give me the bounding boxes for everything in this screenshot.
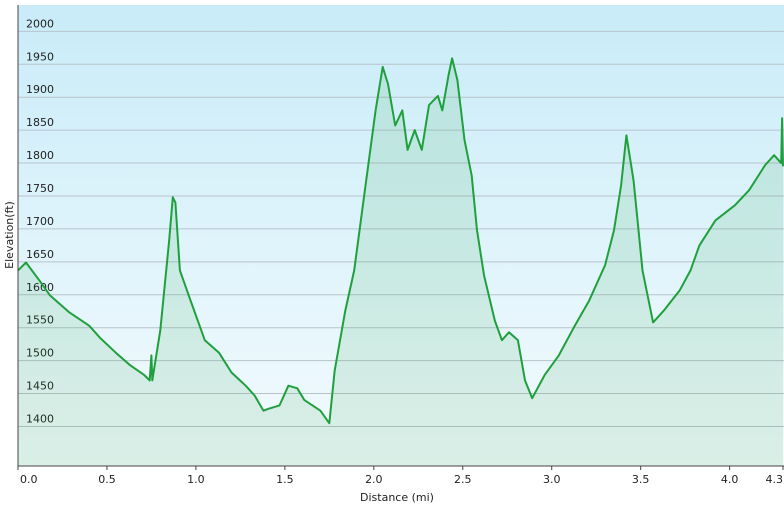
plot-background xyxy=(18,5,784,466)
y-tick-label: 1800 xyxy=(26,149,54,162)
y-tick-label: 1650 xyxy=(26,248,54,261)
y-tick-label: 1750 xyxy=(26,182,54,195)
x-tick-label: 2.5 xyxy=(454,473,472,486)
y-tick-label: 1550 xyxy=(26,314,54,327)
x-tick-label: 3.0 xyxy=(543,473,561,486)
y-tick-label: 1900 xyxy=(26,83,54,96)
y-tick-label: 1450 xyxy=(26,380,54,393)
y-tick-label: 1700 xyxy=(26,215,54,228)
x-tick-label: 0.0 xyxy=(20,473,38,486)
x-tick-label: 4.3 xyxy=(766,473,784,486)
x-tick-label: 3.5 xyxy=(632,473,650,486)
y-axis-label: Elevation(ft) xyxy=(3,201,16,269)
x-tick-label: 1.5 xyxy=(276,473,294,486)
x-tick-label: 1.0 xyxy=(187,473,205,486)
x-tick-label: 2.0 xyxy=(365,473,383,486)
y-tick-label: 1950 xyxy=(26,50,54,63)
x-axis-label: Distance (mi) xyxy=(360,491,434,504)
x-tick-label: 4.0 xyxy=(721,473,739,486)
y-tick-label: 1400 xyxy=(26,412,54,425)
x-tick-label: 0.5 xyxy=(98,473,116,486)
elevation-line xyxy=(17,57,784,425)
y-tick-label: 2000 xyxy=(26,17,54,30)
y-tick-label: 1850 xyxy=(26,116,54,129)
elevation-area xyxy=(18,58,783,467)
y-tick-label: 1500 xyxy=(26,347,54,360)
